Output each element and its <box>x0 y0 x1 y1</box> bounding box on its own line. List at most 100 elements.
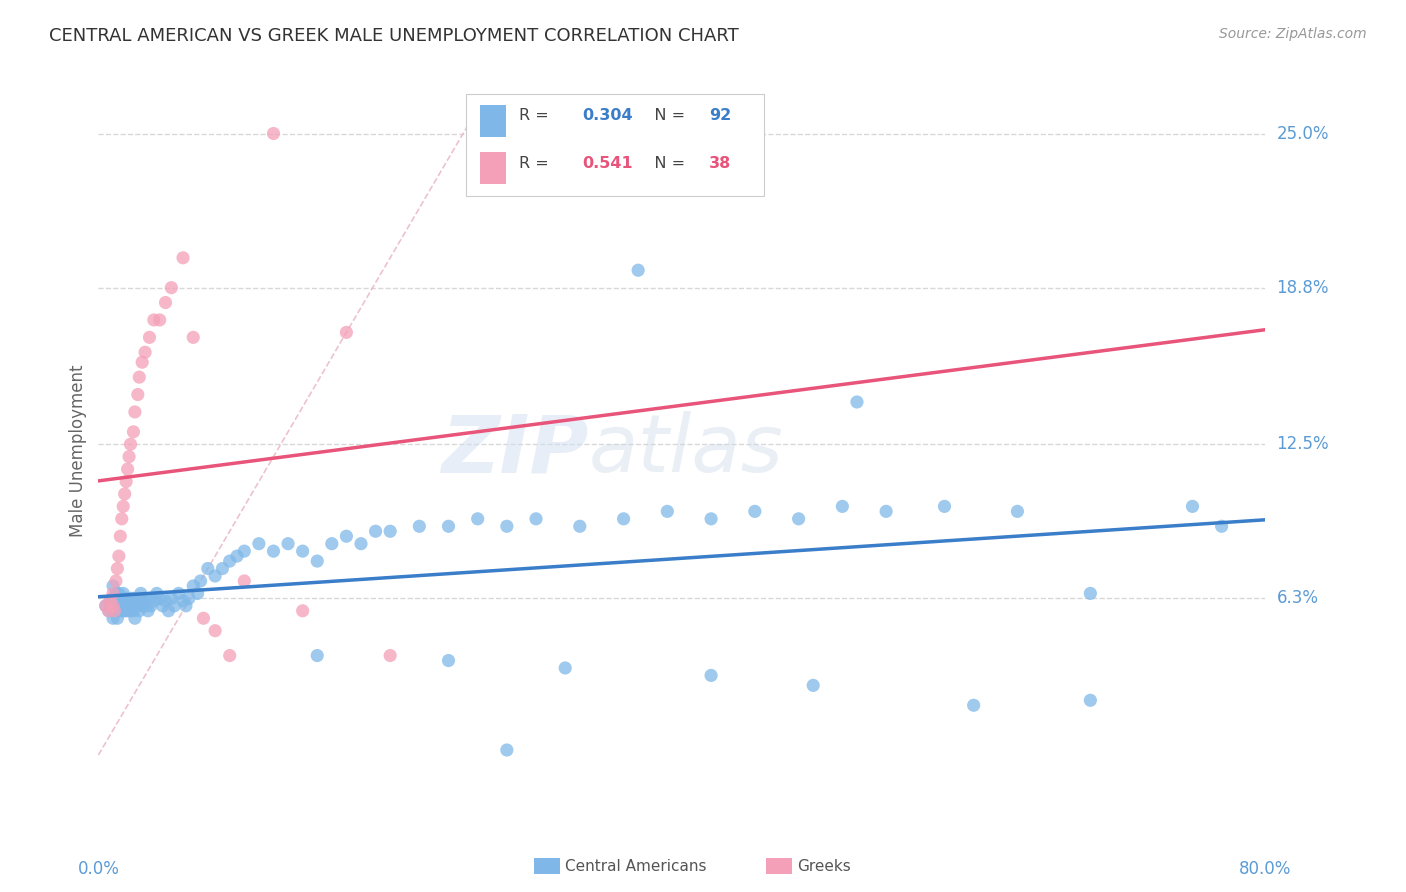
Text: R =: R = <box>519 156 558 171</box>
Point <box>744 504 766 518</box>
Point <box>277 537 299 551</box>
Point <box>128 370 150 384</box>
Point <box>627 263 650 277</box>
Point <box>136 604 159 618</box>
Point <box>104 586 127 600</box>
Point <box>131 599 153 613</box>
Point <box>111 512 134 526</box>
Point <box>1211 519 1233 533</box>
Text: N =: N = <box>638 156 690 171</box>
Point <box>307 554 329 568</box>
Point <box>108 586 131 600</box>
Text: 12.5%: 12.5% <box>1277 435 1329 453</box>
Point <box>467 512 489 526</box>
Text: 18.8%: 18.8% <box>1277 278 1329 297</box>
Text: N =: N = <box>638 108 690 123</box>
Point <box>172 594 194 608</box>
Point <box>657 504 679 518</box>
Point <box>112 604 135 618</box>
Point <box>105 561 128 575</box>
Point <box>163 599 186 613</box>
Text: Greeks: Greeks <box>797 859 851 873</box>
Text: 92: 92 <box>709 108 731 123</box>
Text: 0.541: 0.541 <box>582 156 633 171</box>
Text: atlas: atlas <box>589 411 783 490</box>
Point <box>1181 500 1204 514</box>
Point <box>233 544 256 558</box>
Point <box>1007 504 1029 518</box>
Text: 38: 38 <box>709 156 731 171</box>
Point <box>146 586 169 600</box>
Point <box>335 529 357 543</box>
Point <box>187 586 209 600</box>
Point <box>101 586 124 600</box>
Point <box>122 604 145 618</box>
Point <box>307 648 329 663</box>
Point <box>262 127 284 141</box>
Point <box>128 591 150 606</box>
Point <box>962 698 984 713</box>
Point <box>167 586 190 600</box>
Text: Source: ZipAtlas.com: Source: ZipAtlas.com <box>1219 27 1367 41</box>
Point <box>104 574 127 588</box>
Point <box>1080 693 1102 707</box>
Point <box>155 295 177 310</box>
Point <box>190 574 212 588</box>
Point <box>115 591 138 606</box>
Point <box>554 661 576 675</box>
Point <box>125 594 148 608</box>
Point <box>875 504 897 518</box>
Point <box>110 594 132 608</box>
Point <box>787 512 810 526</box>
Point <box>291 544 314 558</box>
Point <box>124 599 146 613</box>
Point <box>496 743 519 757</box>
Point <box>132 594 155 608</box>
Point <box>211 561 233 575</box>
Point <box>128 604 150 618</box>
Point <box>115 599 138 613</box>
Point <box>103 599 125 613</box>
Point <box>110 529 132 543</box>
Point <box>118 594 141 608</box>
Point <box>121 599 143 613</box>
Text: 0.0%: 0.0% <box>77 860 120 878</box>
Point <box>122 591 145 606</box>
Point <box>101 579 124 593</box>
Point <box>135 599 157 613</box>
Bar <box>479 153 506 184</box>
Point <box>1080 586 1102 600</box>
Point <box>197 561 219 575</box>
Point <box>118 450 141 464</box>
Point <box>700 512 723 526</box>
Point <box>115 475 138 489</box>
Text: 6.3%: 6.3% <box>1277 590 1319 607</box>
Point <box>112 500 135 514</box>
Point <box>105 611 128 625</box>
Point <box>181 579 204 593</box>
Point <box>104 604 127 618</box>
Point <box>321 537 343 551</box>
Point <box>247 537 270 551</box>
Point <box>262 544 284 558</box>
Point <box>112 586 135 600</box>
Point <box>142 594 165 608</box>
Point <box>364 524 387 539</box>
Point <box>111 599 134 613</box>
Point <box>524 512 547 526</box>
Point <box>233 574 256 588</box>
Point <box>97 604 120 618</box>
Point <box>218 648 240 663</box>
Text: R =: R = <box>519 108 558 123</box>
Point <box>114 487 136 501</box>
Point <box>612 512 634 526</box>
Text: CENTRAL AMERICAN VS GREEK MALE UNEMPLOYMENT CORRELATION CHART: CENTRAL AMERICAN VS GREEK MALE UNEMPLOYM… <box>49 27 740 45</box>
Y-axis label: Male Unemployment: Male Unemployment <box>69 364 87 537</box>
Point <box>801 678 824 692</box>
Point <box>120 591 142 606</box>
Point <box>172 251 194 265</box>
Point <box>134 345 156 359</box>
Point <box>204 624 226 638</box>
Point <box>117 604 139 618</box>
Point <box>131 355 153 369</box>
